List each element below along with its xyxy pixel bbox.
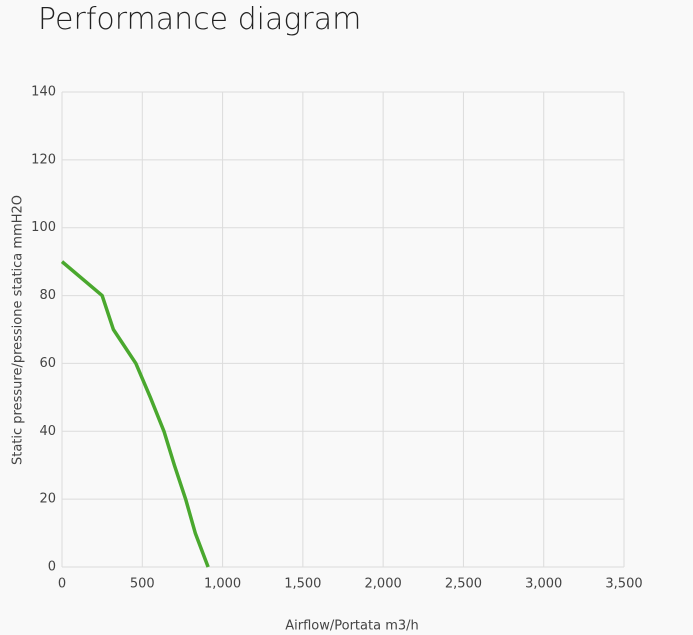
y-tick-label: 20 bbox=[39, 492, 56, 507]
y-tick-label: 80 bbox=[39, 288, 56, 303]
y-tick-label: 100 bbox=[31, 220, 56, 235]
y-tick-label: 140 bbox=[31, 85, 56, 100]
x-tick-label: 500 bbox=[130, 577, 155, 592]
x-tick-label: 3,500 bbox=[605, 577, 642, 592]
x-tick-label: 2,500 bbox=[445, 577, 482, 592]
y-axis-label: Static pressure/pressione statica mmH2O bbox=[11, 195, 26, 465]
x-axis-label: Airflow/Portata m3/h bbox=[285, 619, 419, 634]
y-tick-label: 60 bbox=[39, 356, 56, 371]
y-tick-label: 120 bbox=[31, 152, 56, 167]
data-line bbox=[60, 260, 210, 568]
x-tick-label: 0 bbox=[58, 577, 66, 592]
y-tick-label: 40 bbox=[39, 424, 56, 439]
y-tick-label: 0 bbox=[48, 560, 56, 575]
x-tick-label: 1,500 bbox=[284, 577, 321, 592]
chart-title: Performance diagram bbox=[38, 2, 361, 37]
x-tick-label: 2,000 bbox=[365, 577, 402, 592]
x-tick-label: 3,000 bbox=[525, 577, 562, 592]
x-tick-label: 1,000 bbox=[204, 577, 241, 592]
